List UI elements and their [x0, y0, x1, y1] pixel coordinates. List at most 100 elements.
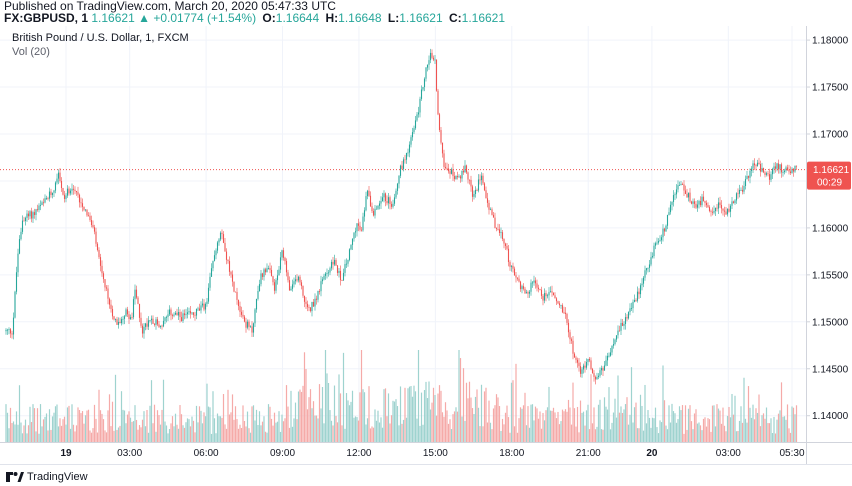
candle-body: [389, 197, 391, 204]
volume-bar: [516, 432, 519, 442]
volume-bar: [498, 406, 501, 442]
volume-bar: [293, 418, 295, 442]
candle-body: [680, 184, 682, 186]
volume-bar: [540, 428, 543, 442]
volume-bar: [65, 424, 67, 442]
volume-bar: [789, 432, 792, 442]
candle-body: [510, 265, 513, 267]
volume-bar: [230, 412, 232, 442]
volume-bar: [323, 423, 325, 442]
volume-bar: [555, 418, 558, 442]
volume-bar: [731, 393, 733, 442]
volume-bar: [485, 387, 487, 442]
candle-body: [161, 325, 163, 327]
volume-bar: [33, 408, 36, 442]
volume-bar: [776, 419, 778, 442]
candle-body: [350, 244, 352, 250]
volume-bar: [266, 432, 268, 442]
candle-body: [506, 245, 508, 249]
candle-body: [599, 370, 601, 376]
candle-body: [633, 300, 636, 302]
volume-bar: [531, 404, 534, 442]
candle-body: [690, 201, 693, 204]
legend-title: British Pound / U.S. Dollar, 1, FXCM: [12, 32, 189, 44]
volume-bar: [584, 425, 586, 442]
volume-bar: [599, 399, 601, 442]
volume-bar: [399, 386, 402, 442]
volume-bar: [567, 399, 570, 442]
candle-body: [71, 188, 73, 191]
volume-bar: [126, 414, 129, 442]
candle-body: [257, 291, 259, 299]
volume-bar: [452, 414, 454, 442]
candle-body: [197, 308, 199, 310]
candle-body: [131, 317, 133, 319]
candle-body: [425, 67, 427, 79]
candle-body: [351, 238, 354, 245]
volume-bar: [125, 423, 127, 442]
candle-body: [194, 314, 196, 316]
candle-body: [530, 282, 532, 292]
volume-bar: [389, 423, 391, 442]
volume-bar: [411, 396, 414, 442]
candle-body: [236, 292, 238, 300]
volume-bar: [608, 387, 610, 442]
candle-body: [720, 205, 723, 209]
volume-bar: [353, 417, 355, 442]
volume-bar: [777, 413, 780, 442]
candle-body: [300, 282, 303, 287]
volume-bar: [303, 352, 306, 442]
price-chart[interactable]: 1.180001.175001.170001.165001.160001.155…: [0, 26, 852, 464]
volume-bar: [455, 407, 457, 442]
candle-body: [296, 279, 298, 281]
candle-body: [209, 276, 211, 288]
candle-body: [615, 335, 618, 340]
volume-bar: [710, 431, 712, 442]
candle-body: [251, 326, 253, 333]
candle-body: [273, 282, 276, 291]
volume-bar: [560, 421, 562, 442]
candle-body: [503, 238, 505, 244]
volume-bar: [390, 415, 393, 442]
price-tick-label-7: 1.14500: [812, 364, 849, 375]
volume-bar: [707, 418, 709, 442]
volume-bar: [570, 424, 573, 442]
candle-body: [711, 211, 714, 213]
volume-bar: [678, 406, 681, 442]
candle-body: [147, 320, 150, 327]
volume-bar: [198, 406, 201, 442]
candle-body: [405, 152, 408, 160]
candle-body: [648, 264, 651, 268]
volume-bar: [372, 427, 375, 442]
time-tick-label-5: 15:00: [423, 448, 448, 459]
candle-body: [242, 314, 244, 317]
volume-bar: [732, 414, 735, 442]
volume-bar: [755, 408, 757, 442]
candle-body: [444, 166, 447, 168]
volume-bar: [260, 425, 262, 442]
volume-bar: [545, 410, 547, 442]
candle-body: [785, 167, 787, 171]
volume-bar: [26, 433, 28, 442]
candle-body: [327, 272, 330, 274]
tradingview-logo[interactable]: TradingView: [6, 471, 88, 483]
candle-body: [192, 312, 195, 315]
volume-bar: [86, 410, 88, 442]
candle-body: [437, 90, 439, 115]
candle-body: [602, 368, 604, 371]
candle-body: [438, 114, 441, 131]
candle-body: [336, 265, 339, 273]
volume-bar: [342, 352, 345, 442]
volume-bar: [410, 386, 412, 442]
candle-body: [678, 185, 681, 186]
candle-body: [474, 189, 477, 194]
volume-bar: [158, 415, 160, 442]
candle-body: [12, 317, 15, 335]
candle-body: [102, 273, 105, 280]
candle-body: [227, 259, 229, 262]
candle-body: [650, 257, 652, 265]
candle-body: [791, 168, 793, 173]
price-tag-box: [807, 161, 851, 190]
candle-body: [596, 377, 598, 380]
candle-body: [387, 197, 390, 204]
